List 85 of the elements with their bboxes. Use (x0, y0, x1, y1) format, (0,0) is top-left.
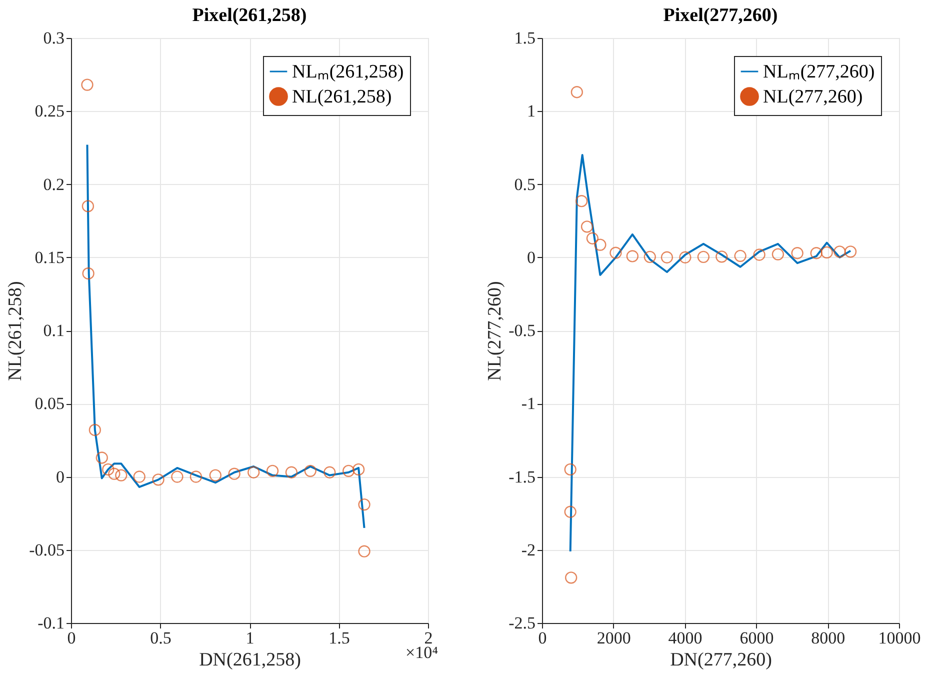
chart-title: Pixel(277,260) (663, 5, 778, 26)
y-tick-label: 0.05 (34, 394, 64, 414)
y-tick-label: -2.5 (508, 614, 536, 632)
point (266, 464, 279, 477)
x-tick-label: 2000 (596, 628, 631, 648)
point (644, 250, 656, 263)
point (248, 466, 260, 478)
point (626, 250, 639, 262)
point (88, 424, 101, 436)
x-tick-label: 0.5 (150, 628, 172, 648)
x-tick-label: 8000 (811, 628, 846, 648)
point (81, 78, 94, 91)
y-tick-label: 0.25 (34, 102, 64, 121)
y-axis-title: NL(277,260) (484, 281, 506, 381)
y-tick-label: -0.1 (38, 614, 64, 632)
x-tick-label: 1.5 (328, 628, 350, 648)
point (580, 220, 594, 233)
y-tick-label: 0.5 (514, 174, 536, 194)
x-tick-label: 10000 (878, 628, 921, 648)
y-tick-label: 0.15 (34, 248, 64, 267)
point (576, 195, 588, 208)
y-tick-label: 0.1 (43, 321, 64, 340)
point (772, 248, 784, 260)
point (697, 250, 710, 263)
y-tick-label: -1.5 (508, 467, 536, 486)
point (304, 464, 316, 477)
line-series (569, 154, 852, 552)
y-tick-label: -1 (521, 394, 536, 414)
y-tick-label: 1 (527, 102, 536, 121)
point (152, 474, 164, 486)
point (564, 463, 576, 476)
legend-label: NL(277,260) (763, 86, 863, 108)
point (115, 469, 128, 482)
point (171, 470, 184, 483)
point (753, 248, 766, 261)
point (82, 200, 94, 212)
y-tick-label: 0.2 (43, 174, 64, 194)
line-series (86, 144, 366, 529)
point (586, 232, 599, 244)
point (352, 463, 365, 476)
point (660, 251, 674, 264)
point (82, 267, 94, 280)
point (285, 466, 298, 478)
point (679, 251, 692, 264)
point (96, 452, 108, 464)
point (844, 246, 857, 258)
y-tick-label: -0.5 (508, 321, 536, 340)
point (734, 250, 746, 262)
legend-label: NLₘ(277,260) (763, 62, 875, 82)
point (834, 246, 846, 258)
y-tick-label: 0 (527, 248, 536, 267)
x-tick-label: 4000 (668, 628, 702, 648)
y-tick-label: 1.5 (514, 28, 536, 48)
point (791, 247, 804, 260)
y-tick-label: -0.05 (29, 540, 64, 560)
point (565, 572, 578, 584)
y-axis-title: NL(261,258) (5, 281, 26, 381)
legend-label: NL(261,258) (292, 86, 392, 108)
point (810, 247, 822, 260)
point (716, 250, 728, 263)
chart-title: Pixel(261,258) (192, 5, 307, 26)
y-tick-label: -2 (521, 540, 536, 560)
x-axis-title: DN(277,260) (670, 650, 772, 670)
point (594, 238, 606, 251)
point (324, 466, 336, 478)
point (564, 506, 576, 518)
point (820, 246, 833, 258)
point (209, 469, 222, 482)
point (358, 498, 370, 511)
x-axis-title: DN(261,258) (199, 650, 301, 670)
point (190, 470, 202, 483)
point (570, 86, 583, 98)
point (358, 545, 370, 558)
point (228, 468, 240, 480)
x-tick-label: 6000 (740, 628, 774, 648)
point (342, 464, 355, 477)
y-tick-label: 0 (56, 467, 64, 486)
x-tick-label: 0 (67, 628, 76, 648)
point (133, 470, 146, 483)
point (108, 468, 120, 480)
point (610, 246, 622, 259)
point (102, 463, 114, 476)
x-tick-label: 1 (246, 628, 254, 648)
y-tick-label: 0.3 (43, 28, 64, 48)
legend-label: NLₘ(261,258) (292, 62, 404, 82)
